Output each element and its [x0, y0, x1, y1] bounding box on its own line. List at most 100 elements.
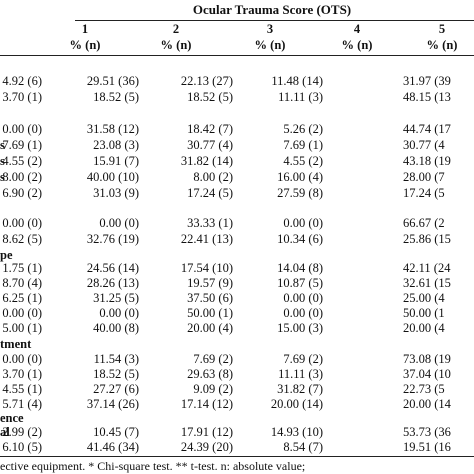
- table-cell: 31.03 (9): [93, 186, 139, 200]
- table-cell: 27.59 (8): [277, 186, 323, 200]
- table-cell: 2.99 (2): [2, 425, 42, 439]
- table-cell: 31.25 (5): [93, 291, 139, 305]
- table-cell: 22.73 (5: [403, 382, 445, 396]
- table-cell: 8.00 (2): [193, 170, 233, 184]
- table-row: 8.70 (4) 28.26 (13) 19.57 (9) 10.87 (5) 32.6…: [0, 276, 474, 291]
- table-row: 4.92 (6) 29.51 (36) 22.13 (27) 11.48 (14) 31…: [0, 74, 474, 89]
- table-footnote: ective equipment. * Chi-square test. ** …: [0, 459, 306, 473]
- table-row: s 4.55 (2) 15.91 (7) 31.82 (14) 4.55 (2) 43.1…: [0, 154, 474, 169]
- table-row: 6.90 (2) 31.03 (9) 17.24 (5) 27.59 (8) 17.24…: [0, 186, 474, 201]
- table-cell: 41.46 (34): [86, 440, 139, 454]
- column-subheader: % (n): [69, 38, 101, 52]
- table-cell: 10.34 (6): [277, 232, 323, 246]
- table-cell: 37.50 (6): [187, 291, 233, 305]
- table-cell: 8.54 (7): [283, 440, 323, 454]
- table-cell: 31.97 (39: [403, 74, 451, 88]
- table-cell: 0.00 (0): [2, 306, 42, 320]
- table-cell: 30.77 (4): [187, 138, 233, 152]
- header-rule: [75, 20, 474, 21]
- table-cell: 6.90 (2): [2, 186, 42, 200]
- table-cell: 40.00 (10): [86, 170, 139, 184]
- table-title: Ocular Trauma Score (OTS): [192, 2, 352, 17]
- table-row: 0.00 (0) 0.00 (0) 50.00 (1) 0.00 (0) 50.00 (…: [0, 306, 474, 321]
- table-row: 0.00 (0) 11.54 (3) 7.69 (2) 7.69 (2) 73.08 (…: [0, 352, 474, 367]
- table-row: 3.70 (1) 18.52 (5) 18.52 (5) 11.11 (3) 48.15…: [0, 90, 474, 105]
- table-cell: 18.52 (5): [93, 90, 139, 104]
- table-row: al 2.99 (2) 10.45 (7) 17.91 (12) 14.93 (10) 5…: [0, 425, 474, 440]
- table-cell: 37.04 (10: [403, 367, 451, 381]
- table-cell: 8.70 (4): [2, 276, 42, 290]
- table-row: 8.62 (5) 32.76 (19) 22.41 (13) 10.34 (6) 25.…: [0, 232, 474, 247]
- table-cell: 40.00 (8): [93, 321, 139, 335]
- table-cell: 19.51 (16: [403, 440, 451, 454]
- row-label: tment: [0, 337, 32, 351]
- table-cell: 11.48 (14): [271, 74, 323, 88]
- table-cell: 0.00 (0): [2, 352, 42, 366]
- table-cell: 31.82 (7): [277, 382, 323, 396]
- table-cell: 17.54 (10): [180, 261, 233, 275]
- table-cell: 32.61 (15: [403, 276, 451, 290]
- table-cell: 11.11 (3): [278, 90, 323, 104]
- column-header-1: 1: [81, 22, 89, 36]
- table-row: 6.10 (5) 41.46 (34) 24.39 (20) 8.54 (7) 19.5…: [0, 440, 474, 455]
- table-cell: 11.54 (3): [93, 352, 139, 366]
- table-cell: 7.69 (1): [283, 138, 323, 152]
- table-cell: 37.14 (26): [86, 397, 139, 411]
- table-cell: 66.67 (2: [403, 216, 445, 230]
- table-cell: 1.75 (1): [2, 261, 42, 275]
- table-cell: 18.52 (5): [187, 90, 233, 104]
- table-cell: 18.42 (7): [187, 122, 233, 136]
- table-cell: 0.00 (0): [283, 291, 323, 305]
- table-row: s 7.69 (1) 23.08 (3) 30.77 (4) 7.69 (1) 30.77…: [0, 138, 474, 153]
- table-row: 5.00 (1) 40.00 (8) 20.00 (4) 15.00 (3) 20.00…: [0, 321, 474, 336]
- table-row: ence: [0, 411, 474, 426]
- table-row: 0.00 (0) 0.00 (0) 33.33 (1) 0.00 (0) 66.67 (…: [0, 216, 474, 231]
- table-row: tment: [0, 337, 474, 352]
- table-cell: 4.55 (2): [283, 154, 323, 168]
- table-cell: 6.10 (5): [2, 440, 42, 454]
- table-cell: 25.00 (4: [403, 291, 445, 305]
- table-cell: 10.87 (5): [277, 276, 323, 290]
- subheader-rule: [0, 55, 474, 56]
- table-cell: 16.00 (4): [277, 170, 323, 184]
- table-cell: 0.00 (0): [99, 216, 139, 230]
- row-label: s: [0, 154, 5, 168]
- table-cell: 11.11 (3): [278, 367, 323, 381]
- row-label: pe: [0, 248, 13, 262]
- column-subheader: % (n): [160, 38, 192, 52]
- column-header-2: 2: [172, 22, 180, 36]
- table-cell: 3.70 (1): [2, 367, 42, 381]
- row-label: al: [0, 425, 10, 439]
- table-cell: 32.76 (19): [86, 232, 139, 246]
- table-cell: 0.00 (0): [2, 122, 42, 136]
- table-cell: 28.00 (7: [403, 170, 445, 184]
- table-cell: 4.55 (2): [2, 154, 42, 168]
- table-cell: 15.00 (3): [277, 321, 323, 335]
- table-cell: 20.00 (14): [270, 397, 323, 411]
- table-cell: 19.57 (9): [187, 276, 233, 290]
- table-row: 6.25 (1) 31.25 (5) 37.50 (6) 0.00 (0) 25.00 …: [0, 291, 474, 306]
- table-cell: 22.41 (13): [180, 232, 233, 246]
- table-cell: 5.26 (2): [283, 122, 323, 136]
- table-cell: 17.24 (5): [187, 186, 233, 200]
- table-cell: 14.04 (8): [277, 261, 323, 275]
- table-cell: 6.25 (1): [2, 291, 42, 305]
- table-cell: 25.86 (15: [403, 232, 451, 246]
- bottom-rule: [0, 456, 474, 457]
- row-label: ence: [0, 411, 24, 425]
- table-cell: 7.69 (2): [193, 352, 233, 366]
- column-header-3: 3: [266, 22, 274, 36]
- table-cell: 20.00 (4: [403, 321, 445, 335]
- column-subheader: % (n): [341, 38, 373, 52]
- table-cell: 17.14 (12): [180, 397, 233, 411]
- table-cell: 10.45 (7): [93, 425, 139, 439]
- table-cell: 50.00 (1: [403, 306, 445, 320]
- table-cell: 31.82 (14): [180, 154, 233, 168]
- table-cell: 20.00 (14: [403, 397, 451, 411]
- table-cell: 7.69 (1): [2, 138, 42, 152]
- table-cell: 4.92 (6): [2, 74, 42, 88]
- table-cell: 15.91 (7): [93, 154, 139, 168]
- table-cell: 24.39 (20): [180, 440, 233, 454]
- column-header-4: 4: [353, 22, 361, 36]
- table-cell: 31.58 (12): [86, 122, 139, 136]
